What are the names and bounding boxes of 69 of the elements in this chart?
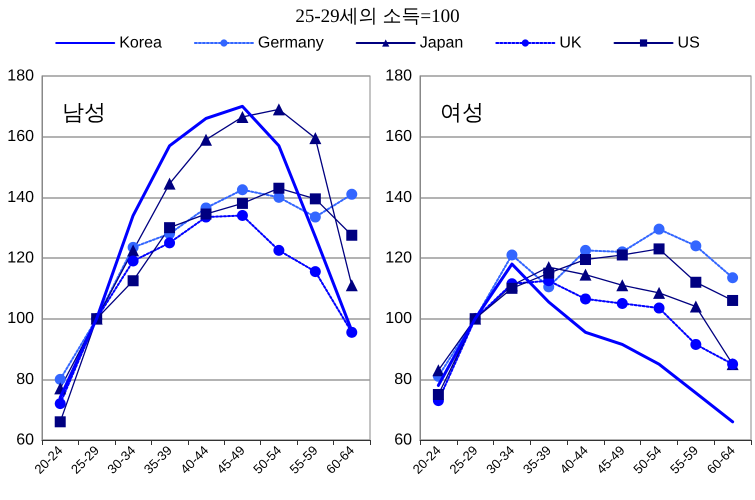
point bbox=[690, 300, 702, 313]
y-tick-label: 120 bbox=[385, 250, 412, 266]
y-tick-label: 100 bbox=[385, 310, 412, 328]
point bbox=[236, 110, 248, 123]
point bbox=[200, 208, 212, 220]
point bbox=[200, 134, 212, 146]
y-tick-label: 60 bbox=[394, 432, 412, 448]
point bbox=[273, 182, 284, 194]
point bbox=[346, 188, 358, 200]
point bbox=[690, 276, 702, 288]
point bbox=[346, 230, 358, 241]
point bbox=[128, 256, 139, 267]
annotation: 여성 bbox=[440, 100, 484, 124]
point bbox=[310, 212, 321, 223]
point bbox=[236, 184, 248, 196]
y-tick-label: 100 bbox=[7, 310, 34, 328]
point bbox=[273, 244, 284, 256]
y-tick-label: 140 bbox=[385, 188, 412, 206]
point bbox=[616, 279, 628, 292]
y-tick-label: 160 bbox=[385, 128, 412, 146]
legend-label: US bbox=[678, 34, 700, 52]
legend-label: UK bbox=[559, 34, 582, 52]
point bbox=[54, 416, 66, 428]
line-series bbox=[436, 262, 734, 424]
point bbox=[310, 193, 321, 204]
legend-label: Japan bbox=[420, 34, 464, 52]
point bbox=[236, 198, 248, 209]
point bbox=[506, 282, 518, 294]
point bbox=[127, 244, 140, 256]
point bbox=[616, 249, 628, 260]
legend-label: Germany bbox=[258, 34, 324, 52]
point bbox=[164, 237, 176, 248]
point bbox=[690, 338, 702, 350]
point bbox=[346, 279, 358, 292]
point bbox=[654, 224, 665, 235]
point bbox=[309, 132, 322, 144]
point bbox=[654, 243, 665, 254]
point bbox=[128, 275, 139, 286]
y-tick-label: 80 bbox=[16, 370, 34, 388]
chart-title: 25-29세의 소득=100 bbox=[295, 6, 460, 27]
y-tick-label: 180 bbox=[385, 68, 412, 84]
point bbox=[236, 210, 248, 222]
y-tick-label: 80 bbox=[394, 370, 412, 388]
legend-label: Korea bbox=[119, 34, 162, 52]
point bbox=[432, 389, 444, 400]
point bbox=[616, 298, 628, 309]
point bbox=[654, 302, 665, 314]
point bbox=[310, 266, 321, 278]
point bbox=[727, 272, 738, 284]
y-tick-label: 160 bbox=[7, 128, 34, 146]
point bbox=[54, 374, 66, 385]
point bbox=[272, 103, 285, 116]
y-tick-label: 180 bbox=[7, 68, 34, 84]
annotation: 남성 bbox=[62, 100, 106, 124]
y-tick-label: 120 bbox=[7, 250, 34, 266]
point bbox=[164, 222, 176, 234]
point bbox=[164, 178, 176, 190]
point bbox=[727, 294, 738, 306]
point bbox=[506, 249, 518, 260]
point bbox=[653, 286, 666, 299]
y-tick-label: 140 bbox=[7, 188, 34, 206]
point bbox=[690, 240, 702, 252]
point bbox=[580, 293, 591, 304]
point bbox=[580, 268, 592, 281]
point bbox=[432, 364, 444, 376]
point bbox=[580, 254, 591, 266]
point bbox=[54, 398, 66, 410]
point bbox=[543, 268, 554, 279]
y-tick-label: 60 bbox=[16, 432, 34, 448]
